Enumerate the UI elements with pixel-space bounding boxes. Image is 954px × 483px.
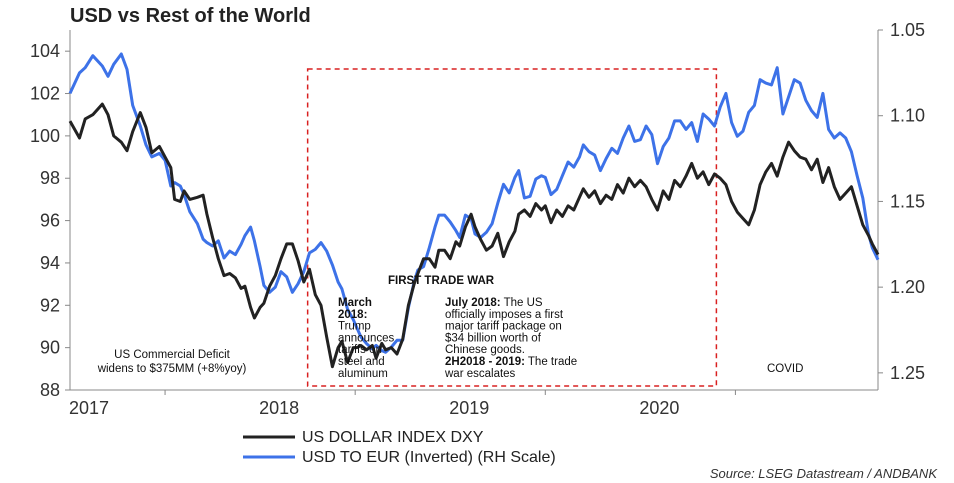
annotation-us-deficit-line: US Commercial Deficit (114, 349, 230, 361)
left-axis: 104 102 100 98 96 94 92 90 88 (30, 41, 70, 400)
annotation-march-2018-line: 2018: (338, 309, 367, 321)
annotation-first-trade-war: FIRST TRADE WAR (388, 275, 495, 287)
x-tick-label: 2017 (69, 398, 109, 418)
annotation-july-2018-line: 2H2018 - 2019: The trade (445, 356, 577, 368)
left-tick-label: 88 (40, 380, 60, 400)
legend: US DOLLAR INDEX DXY USD TO EUR (Inverted… (243, 429, 556, 466)
left-tick-label: 100 (30, 126, 60, 146)
chart-title: USD vs Rest of the World (70, 5, 311, 27)
trade-war-highlight-box (306, 68, 718, 387)
annotation-july-2018-line: $34 billion worth of (445, 332, 542, 344)
source-note: Source: LSEG Datastream / ANDBANK (710, 466, 938, 481)
right-axis: 1.05 1.10 1.15 1.20 1.25 (878, 20, 925, 383)
annotation-us-deficit-line: widens to $375MM (+8%yoy) (97, 363, 247, 375)
annotation-first-trade-war-line: FIRST TRADE WAR (388, 275, 495, 287)
annotation-march-2018-line: announces (338, 332, 395, 344)
left-tick-label: 96 (40, 211, 60, 231)
legend-label-eur: USD TO EUR (Inverted) (RH Scale) (302, 449, 556, 466)
annotation-july-2018-line: officially imposes a first (445, 309, 564, 321)
right-tick-label: 1.20 (890, 277, 925, 297)
annotation-us-deficit: US Commercial Deficit widens to $375MM (+… (97, 349, 247, 375)
annotation-march-2018-line: aluminum (338, 368, 388, 380)
annotation-march-2018-line: Trump (338, 321, 371, 333)
left-tick-label: 104 (30, 41, 60, 61)
annotation-covid: COVID (767, 363, 803, 375)
legend-label-dxy: US DOLLAR INDEX DXY (302, 429, 484, 446)
x-tick-label: 2019 (449, 398, 489, 418)
series-line-dxy (68, 102, 880, 369)
series-line-usd-eur (68, 52, 880, 354)
annotation-july-2018-line: war escalates (444, 368, 516, 380)
x-tick-label: 2020 (639, 398, 679, 418)
right-tick-label: 1.10 (890, 106, 925, 126)
highlight-box-rect (306, 68, 718, 387)
left-tick-label: 98 (40, 168, 60, 188)
annotation-july-2018-line: Chinese goods. (445, 344, 525, 356)
annotation-march-2018-line: steel and (338, 356, 385, 368)
right-tick-label: 1.05 (890, 20, 925, 40)
annotation-july-2018-line: July 2018: The US (445, 297, 543, 309)
series-layer (68, 52, 880, 369)
left-tick-label: 90 (40, 338, 60, 358)
annotation-march-2018-line: tariffs on (338, 344, 382, 356)
left-tick-label: 94 (40, 253, 60, 273)
annotation-july-2018-line: major tariff package on (445, 321, 562, 333)
annotation-covid-line: COVID (767, 363, 803, 375)
annotations: FIRST TRADE WAR March2018:Trumpannouncest… (97, 275, 804, 380)
left-tick-label: 102 (30, 84, 60, 104)
left-tick-label: 92 (40, 295, 60, 315)
x-axis: 2017 2018 2019 2020 (69, 390, 736, 418)
right-tick-label: 1.25 (890, 363, 925, 383)
annotation-march-2018-line: March (338, 297, 372, 309)
right-tick-label: 1.15 (890, 191, 925, 211)
x-tick-label: 2018 (259, 398, 299, 418)
